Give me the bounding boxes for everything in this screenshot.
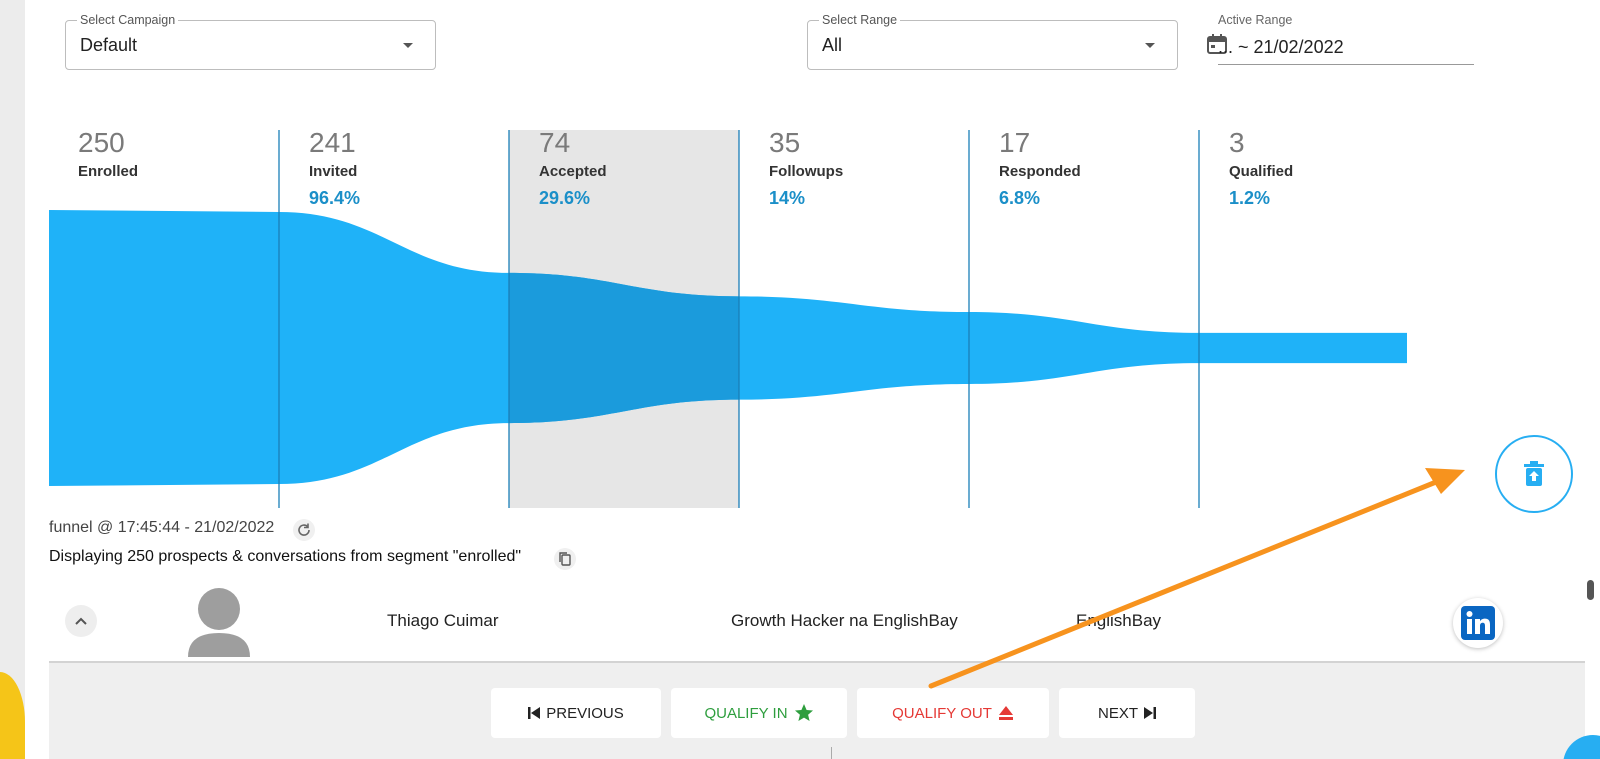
segment-description: Displaying 250 prospects & conversations… <box>49 548 522 565</box>
stage-count-qualified: 3 <box>1229 127 1245 158</box>
stage-label-responded[interactable]: Responded <box>999 163 1081 180</box>
campaign-select-value: Default <box>80 35 138 55</box>
app-root: Select Campaign Default Select Range All… <box>25 0 1600 759</box>
stage-label-qualified[interactable]: Qualified <box>1229 163 1294 180</box>
copy-icon[interactable] <box>554 548 576 570</box>
campaign-select[interactable]: Select Campaign Default <box>65 13 436 70</box>
stage-count-responded: 17 <box>999 127 1031 158</box>
funnel-flow-selected <box>509 272 739 424</box>
range-select-value: All <box>822 35 843 55</box>
prospect-title: Growth Hacker na EnglishBay <box>731 611 958 630</box>
stage-label-followups[interactable]: Followups <box>769 163 844 180</box>
avatar <box>188 588 250 657</box>
stage-label-enrolled[interactable]: Enrolled <box>78 163 139 180</box>
qualify-in-label: QUALIFY IN <box>704 704 788 722</box>
eject-icon <box>998 706 1013 720</box>
linkedin-button[interactable] <box>1453 598 1503 648</box>
linkedin-icon <box>1461 606 1495 640</box>
chevron-up-icon <box>75 617 87 625</box>
stage-percent-followups: 14% <box>769 188 806 208</box>
stage-percent-responded: 6.8% <box>999 188 1041 208</box>
stage-percent-invited: 96.4% <box>309 188 361 208</box>
fab-upload-button[interactable] <box>1495 435 1573 513</box>
next-button[interactable]: NEXT <box>1059 688 1195 738</box>
star-icon <box>794 704 813 721</box>
active-range-underline <box>1218 64 1474 65</box>
prospect-name[interactable]: Thiago Cuimar <box>387 611 499 630</box>
stage-count-accepted: 74 <box>539 127 571 158</box>
stage-percent-accepted: 29.6% <box>539 188 591 208</box>
collapse-button[interactable] <box>65 605 97 637</box>
campaign-select-label: Select Campaign <box>77 13 179 27</box>
skip-next-icon <box>1144 707 1156 719</box>
trash-upload-icon <box>1524 461 1544 486</box>
refresh-icon[interactable] <box>293 519 315 541</box>
stage-percent-qualified: 1.2% <box>1229 188 1271 208</box>
skip-previous-icon <box>528 707 541 719</box>
calendar-icon[interactable] <box>1206 33 1228 55</box>
chevron-down-icon <box>1145 43 1155 48</box>
next-label: NEXT <box>1097 704 1138 722</box>
active-range-field[interactable]: Active Range ... ~ 21/02/2022 <box>1218 13 1474 68</box>
active-range-label: Active Range <box>1218 13 1293 27</box>
chevron-down-icon <box>403 43 413 48</box>
previous-label: PREVIOUS <box>546 704 624 722</box>
funnel-timestamp: funnel @ 17:45:44 - 21/02/2022 <box>49 519 275 536</box>
range-select[interactable]: Select Range All <box>807 13 1178 70</box>
stage-count-enrolled: 250 <box>78 127 125 158</box>
side-accent <box>0 672 25 759</box>
range-select-label: Select Range <box>819 13 901 27</box>
stage-count-followups: 35 <box>769 127 801 158</box>
qualify-out-label: QUALIFY OUT <box>892 704 992 722</box>
funnel-chart <box>49 130 1407 508</box>
qualify-in-button[interactable]: QUALIFY IN <box>671 688 847 738</box>
active-range-value: ... ~ 21/02/2022 <box>1218 37 1344 57</box>
stage-label-invited[interactable]: Invited <box>309 163 358 180</box>
prospect-company: EnglishBay <box>1076 611 1162 630</box>
stage-count-invited: 241 <box>309 127 356 158</box>
qualify-out-button[interactable]: QUALIFY OUT <box>857 688 1049 738</box>
scrollbar-thumb[interactable] <box>1587 580 1594 600</box>
previous-button[interactable]: PREVIOUS <box>491 688 661 738</box>
divider <box>831 747 832 759</box>
stage-label-accepted[interactable]: Accepted <box>539 163 607 180</box>
qualify-action-bar: PREVIOUS QUALIFY IN QUALIFY OUT NEXT <box>49 661 1585 759</box>
